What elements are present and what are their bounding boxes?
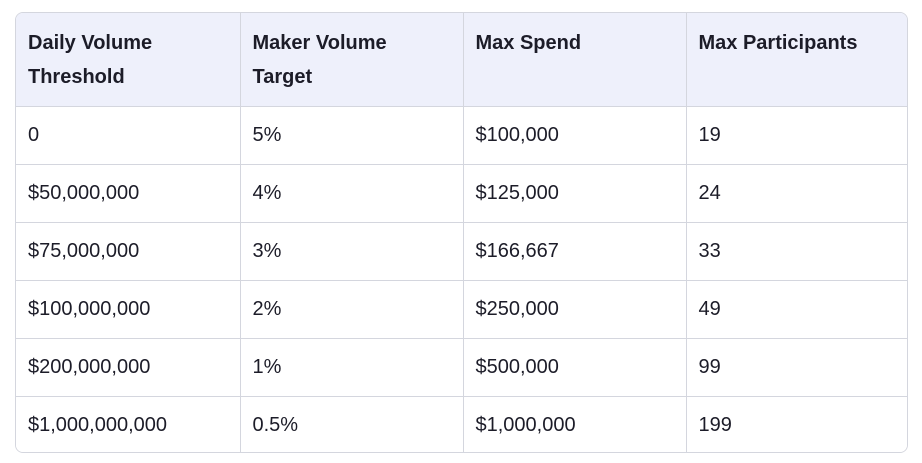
cell-max-participants: 24 [686, 164, 907, 223]
cell-maker-volume-target: 4% [240, 164, 464, 223]
table-row: $100,000,000 2% $250,000 49 [16, 280, 907, 339]
cell-daily-volume-threshold: $50,000,000 [16, 164, 241, 223]
table-body: 0 5% $100,000 19 $50,000,000 4% $125,000… [16, 106, 907, 452]
header-row: Daily Volume Threshold Maker Volume Targ… [16, 13, 907, 107]
header-maker-volume-target: Maker Volume Target [240, 13, 464, 107]
cell-max-participants: 199 [686, 396, 907, 452]
table-header: Daily Volume Threshold Maker Volume Targ… [16, 13, 907, 107]
cell-daily-volume-threshold: $100,000,000 [16, 280, 241, 339]
cell-max-spend: $125,000 [463, 164, 687, 223]
cell-max-participants: 19 [686, 106, 907, 165]
header-max-spend: Max Spend [463, 13, 687, 107]
table-row: $50,000,000 4% $125,000 24 [16, 164, 907, 223]
cell-maker-volume-target: 3% [240, 222, 464, 281]
cell-max-spend: $1,000,000 [463, 396, 687, 452]
header-max-participants: Max Participants [686, 13, 907, 107]
cell-max-spend: $500,000 [463, 338, 687, 397]
table-row: 0 5% $100,000 19 [16, 106, 907, 165]
cell-max-participants: 33 [686, 222, 907, 281]
cell-daily-volume-threshold: $75,000,000 [16, 222, 241, 281]
header-daily-volume-threshold: Daily Volume Threshold [16, 13, 241, 107]
data-table-container: Daily Volume Threshold Maker Volume Targ… [15, 12, 908, 453]
cell-daily-volume-threshold: $1,000,000,000 [16, 396, 241, 452]
cell-maker-volume-target: 2% [240, 280, 464, 339]
table-row: $200,000,000 1% $500,000 99 [16, 338, 907, 397]
table-row: $1,000,000,000 0.5% $1,000,000 199 [16, 396, 907, 452]
table-row: $75,000,000 3% $166,667 33 [16, 222, 907, 281]
cell-max-participants: 99 [686, 338, 907, 397]
cell-max-spend: $100,000 [463, 106, 687, 165]
cell-maker-volume-target: 5% [240, 106, 464, 165]
cell-daily-volume-threshold: 0 [16, 106, 241, 165]
cell-max-spend: $250,000 [463, 280, 687, 339]
cell-maker-volume-target: 0.5% [240, 396, 464, 452]
cell-daily-volume-threshold: $200,000,000 [16, 338, 241, 397]
volume-threshold-table: Daily Volume Threshold Maker Volume Targ… [16, 13, 907, 452]
cell-max-spend: $166,667 [463, 222, 687, 281]
cell-max-participants: 49 [686, 280, 907, 339]
cell-maker-volume-target: 1% [240, 338, 464, 397]
